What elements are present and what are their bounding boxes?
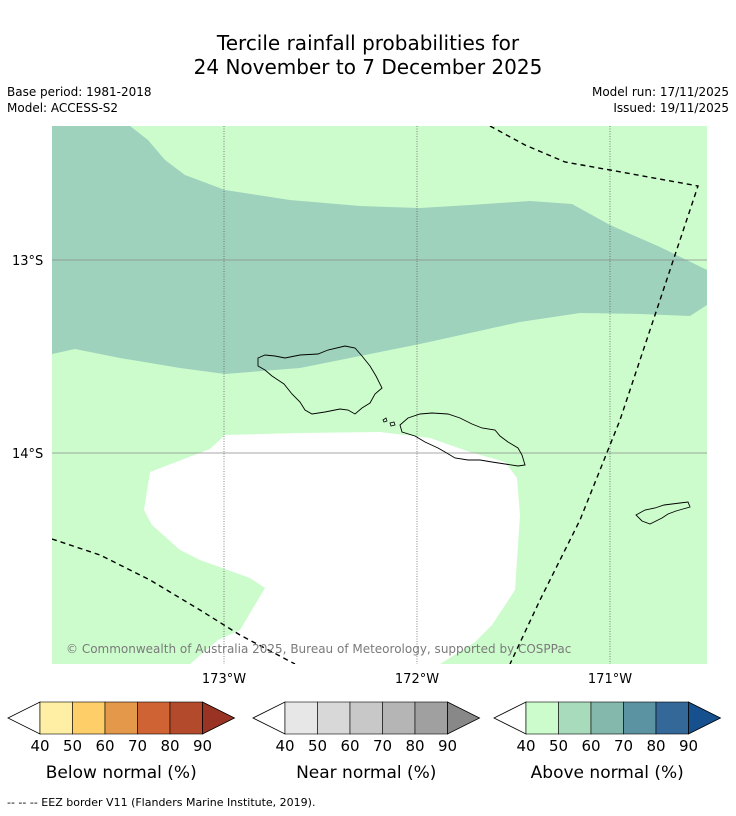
- legend-lower-extension: [7, 701, 41, 735]
- legend-swatch: [525, 701, 559, 735]
- legend-tick-label: 50: [63, 737, 82, 755]
- legend-swatch: [72, 701, 106, 735]
- island-upolu: [399, 412, 526, 467]
- legend-swatch: [349, 701, 383, 735]
- island-tutuila: [635, 501, 691, 525]
- legend-tick-label: 70: [614, 737, 633, 755]
- legend-tick-label: 90: [193, 737, 212, 755]
- lon-label-173w: 173°W: [202, 672, 246, 687]
- lat-label-13s: 13°S: [12, 254, 43, 269]
- island-savaii: [257, 345, 383, 415]
- legend-tick-label: 70: [373, 737, 392, 755]
- island-manono: [389, 421, 396, 427]
- legend-tick-label: 50: [308, 737, 327, 755]
- region-above-60: [52, 126, 707, 374]
- legend-swatch: [137, 701, 171, 735]
- lon-label-172w: 172°W: [395, 672, 439, 687]
- legend-upper-extension: [202, 701, 236, 735]
- eez-border: [52, 126, 699, 664]
- lat-label-14s: 14°S: [12, 447, 43, 462]
- meta-right: Model run: 17/11/2025 Issued: 19/11/2025: [592, 84, 729, 116]
- legend-swatch: [558, 701, 592, 735]
- legend-tick-label: 70: [128, 737, 147, 755]
- legend-swatch: [39, 701, 73, 735]
- legend-title: Below normal (%): [46, 763, 197, 783]
- legend-swatch: [284, 701, 318, 735]
- legend-swatch: [317, 701, 351, 735]
- legend-title: Above normal (%): [531, 763, 684, 783]
- legend-above-normal: 40 50 60 70 80 90 Above normal (%): [493, 701, 722, 783]
- legend-tick-label: 80: [646, 737, 665, 755]
- legend-tick-label: 40: [516, 737, 535, 755]
- legend-swatch: [414, 701, 448, 735]
- legend-swatch: [382, 701, 416, 735]
- base-period: Base period: 1981-2018: [7, 85, 152, 99]
- chart-title: Tercile rainfall probabilities for 24 No…: [0, 31, 736, 79]
- legend-tick-label: 60: [95, 737, 114, 755]
- gridlines: [223, 126, 611, 664]
- legend-tick-label: 40: [30, 737, 49, 755]
- legend-upper-extension: [688, 701, 722, 735]
- model-name: Model: ACCESS-S2: [7, 101, 119, 115]
- legend-tick-label: 50: [549, 737, 568, 755]
- legend-swatch: [590, 701, 624, 735]
- legend-swatch: [169, 701, 203, 735]
- lon-label-171w: 171°W: [588, 672, 632, 687]
- legend-tick-label: 80: [160, 737, 179, 755]
- region-no-signal: [144, 432, 520, 664]
- map-panel: [52, 126, 707, 664]
- legend-lower-extension: [252, 701, 286, 735]
- copyright-text: © Commonwealth of Australia 2025, Bureau…: [66, 642, 571, 656]
- legend-title: Near normal (%): [296, 763, 436, 783]
- title-line-2: 24 November to 7 December 2025: [193, 55, 543, 79]
- island-apolima: [382, 417, 388, 423]
- legend-upper-extension: [447, 701, 481, 735]
- legend-below-normal: 40 50 60 70 80 90 Below normal (%): [7, 701, 236, 783]
- legend-swatch: [104, 701, 138, 735]
- legend-tick-label: 80: [405, 737, 424, 755]
- title-line-1: Tercile rainfall probabilities for: [216, 31, 520, 55]
- eez-footnote: -- -- -- EEZ border V11 (Flanders Marine…: [7, 796, 316, 809]
- meta-left: Base period: 1981-2018 Model: ACCESS-S2: [7, 84, 152, 116]
- model-run: Model run: 17/11/2025: [591, 85, 729, 99]
- legend-tick-label: 60: [581, 737, 600, 755]
- legend-lower-extension: [493, 701, 527, 735]
- legend-tick-label: 40: [275, 737, 294, 755]
- legend-swatch: [623, 701, 657, 735]
- legend-tick-label: 60: [340, 737, 359, 755]
- issued-date: Issued: 19/11/2025: [613, 101, 729, 115]
- legend-tick-label: 90: [438, 737, 457, 755]
- legend-swatch: [655, 701, 689, 735]
- legend-tick-label: 90: [679, 737, 698, 755]
- lat-gridlines: [52, 259, 707, 454]
